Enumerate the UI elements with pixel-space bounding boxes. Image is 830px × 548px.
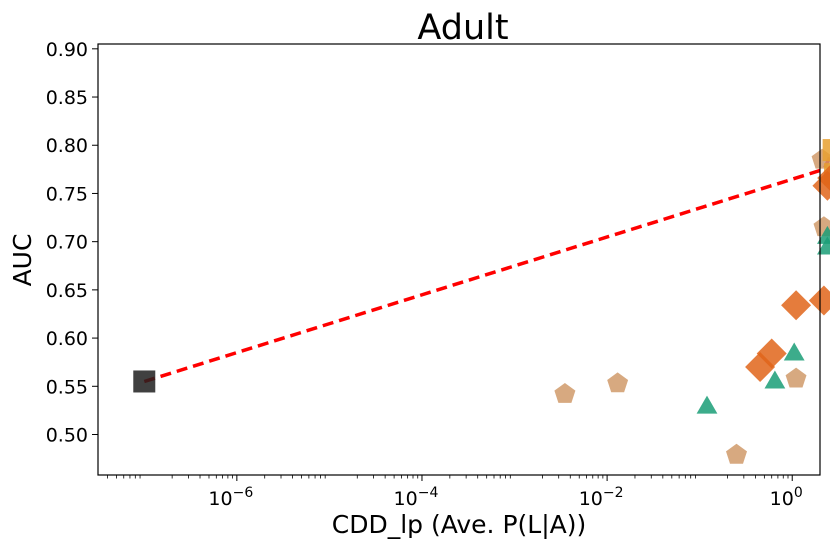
x-axis-title: CDD_lp (Ave. P(L|A)) xyxy=(332,510,586,539)
y-tick-label: 0.90 xyxy=(46,39,88,61)
gold-square-point xyxy=(822,139,830,162)
chart-title: Adult xyxy=(417,8,508,48)
tan-pentagon-point xyxy=(554,383,576,403)
x-tick-label: 100 xyxy=(770,485,803,510)
y-tick-label: 0.55 xyxy=(46,376,88,398)
y-tick-label: 0.75 xyxy=(46,183,88,205)
tan-pentagon-point xyxy=(607,372,629,393)
tan-pentagon-point xyxy=(726,443,747,464)
orange-diamond-point xyxy=(817,165,830,191)
x-axis: 10−610−410−2100102 xyxy=(107,475,803,510)
teal-triangle-point xyxy=(783,342,805,361)
orange-diamond-point xyxy=(756,338,787,369)
y-tick-label: 0.70 xyxy=(46,232,88,254)
plot-frame xyxy=(97,43,821,476)
frontier-line xyxy=(143,152,830,384)
data-points xyxy=(133,139,830,464)
y-axis-title: AUC xyxy=(8,234,37,287)
y-tick-label: 0.85 xyxy=(46,87,88,109)
x-tick-label: 10−2 xyxy=(579,485,624,510)
x-tick-label: 10−6 xyxy=(208,485,253,510)
x-tick-label: 10−4 xyxy=(394,485,439,510)
teal-triangle-point xyxy=(696,395,718,414)
y-tick-label: 0.65 xyxy=(46,280,88,302)
orange-diamond-point xyxy=(781,290,812,321)
y-tick-label: 0.80 xyxy=(46,135,88,157)
teal-triangle-point xyxy=(764,370,786,389)
tan-pentagon-point xyxy=(785,367,807,388)
frontier-line-layer xyxy=(143,152,830,384)
y-axis: 0.50 0.55 0.60 0.65 0.70 0.75 0.80 0.85 0.90 xyxy=(46,39,98,447)
y-tick-label: 0.50 xyxy=(46,425,88,447)
y-tick-label: 0.60 xyxy=(46,328,88,350)
black-square-point xyxy=(133,370,156,393)
